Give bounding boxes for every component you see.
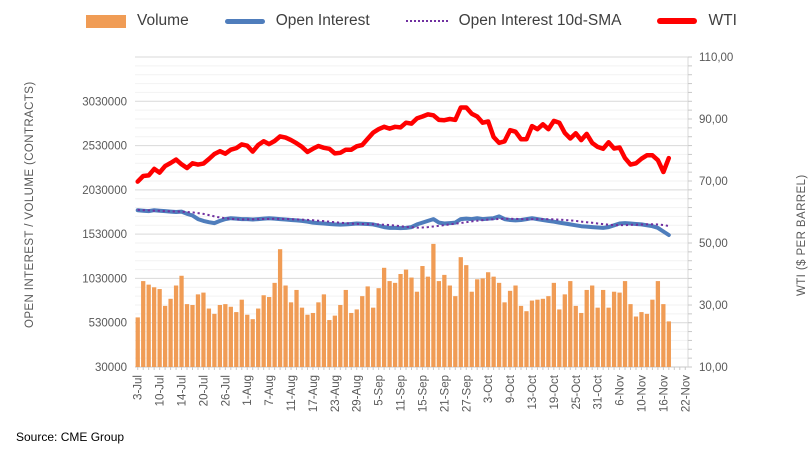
svg-text:29-Aug: 29-Aug: [352, 375, 364, 412]
svg-text:20-Jul: 20-Jul: [198, 375, 210, 406]
source-note: Source: CME Group: [16, 430, 125, 444]
volume-swatch-icon: [86, 14, 126, 28]
svg-text:10-Jul: 10-Jul: [155, 375, 167, 406]
svg-text:1-Aug: 1-Aug: [242, 375, 254, 406]
svg-text:22-Nov: 22-Nov: [680, 375, 692, 412]
svg-text:15-Sep: 15-Sep: [417, 375, 429, 412]
svg-text:31-Oct: 31-Oct: [593, 374, 605, 409]
svg-text:3030000: 3030000: [82, 96, 127, 108]
svg-text:13-Oct: 13-Oct: [527, 374, 539, 409]
svg-text:11-Aug: 11-Aug: [286, 375, 298, 411]
svg-text:70,00: 70,00: [699, 176, 728, 188]
oi-sma-swatch-icon: [405, 20, 448, 22]
svg-text:26-Jul: 26-Jul: [220, 375, 232, 406]
open-interest-swatch-icon: [224, 18, 265, 24]
legend-item-oi-sma: Open Interest 10d-SMA: [405, 12, 622, 30]
svg-text:30,00: 30,00: [699, 300, 728, 312]
svg-text:11-Sep: 11-Sep: [396, 375, 408, 411]
svg-text:110,00: 110,00: [699, 52, 733, 64]
svg-text:10-Nov: 10-Nov: [636, 375, 648, 412]
legend-item-wti: WTI: [657, 12, 737, 30]
svg-text:1530000: 1530000: [82, 229, 127, 241]
svg-text:7-Aug: 7-Aug: [264, 375, 276, 406]
svg-text:25-Oct: 25-Oct: [571, 374, 583, 409]
svg-text:1030000: 1030000: [82, 273, 127, 285]
svg-text:3-Oct: 3-Oct: [483, 374, 495, 403]
svg-text:17-Aug: 17-Aug: [308, 375, 320, 412]
svg-text:2530000: 2530000: [82, 141, 127, 153]
svg-text:10,00: 10,00: [699, 362, 728, 374]
svg-text:16-Nov: 16-Nov: [658, 375, 670, 412]
svg-text:530000: 530000: [89, 318, 127, 330]
svg-text:90,00: 90,00: [699, 114, 728, 126]
svg-text:6-Nov: 6-Nov: [615, 375, 627, 406]
svg-text:14-Jul: 14-Jul: [177, 375, 189, 406]
legend-label-wti: WTI: [708, 12, 737, 29]
svg-text:21-Sep: 21-Sep: [439, 375, 451, 412]
legend-label-open-interest: Open Interest: [275, 12, 370, 29]
svg-text:27-Sep: 27-Sep: [461, 375, 473, 412]
svg-text:50,00: 50,00: [699, 238, 728, 250]
svg-text:19-Oct: 19-Oct: [549, 374, 561, 409]
wti-swatch-icon: [657, 18, 698, 24]
legend-label-oi-sma: Open Interest 10d-SMA: [458, 12, 622, 29]
svg-text:2030000: 2030000: [82, 185, 127, 197]
svg-text:23-Aug: 23-Aug: [330, 375, 342, 412]
legend-item-volume: Volume: [86, 12, 189, 30]
chart-legend: Volume Open Interest Open Interest 10d-S…: [86, 8, 737, 34]
legend-label-volume: Volume: [137, 12, 189, 29]
svg-text:5-Sep: 5-Sep: [374, 375, 386, 406]
svg-text:3-Jul: 3-Jul: [133, 375, 145, 400]
legend-item-open-interest: Open Interest: [224, 12, 370, 30]
svg-text:30000: 30000: [95, 362, 127, 374]
svg-text:9-Oct: 9-Oct: [505, 374, 517, 403]
